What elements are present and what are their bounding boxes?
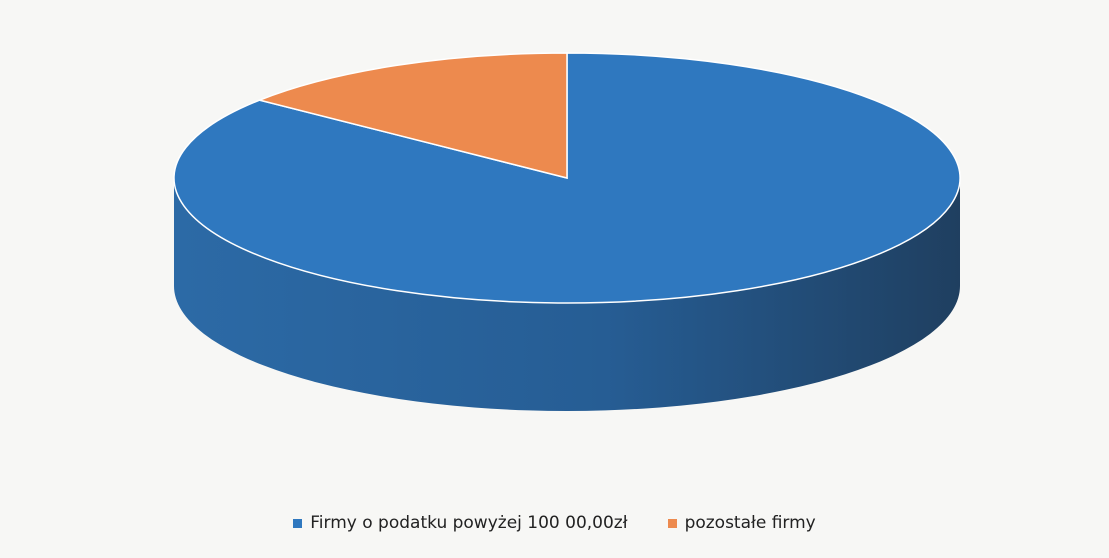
legend-item-pozostale: pozostałe firmy [667, 513, 816, 533]
legend-label-firmy: Firmy o podatku powyżej 100 00,00zł [310, 513, 628, 533]
pie-chart [173, 52, 961, 411]
legend-label-pozostale: pozostałe firmy [684, 513, 816, 533]
legend-item-firmy: Firmy o podatku powyżej 100 00,00zł [293, 513, 628, 533]
legend-swatch-pozostale [667, 518, 677, 528]
chart-legend: Firmy o podatku powyżej 100 00,00zł pozo… [0, 508, 1109, 538]
pie-slice-pozostale [257, 52, 568, 179]
pie-side-firmy [174, 178, 960, 411]
legend-swatch-firmy [293, 518, 303, 528]
